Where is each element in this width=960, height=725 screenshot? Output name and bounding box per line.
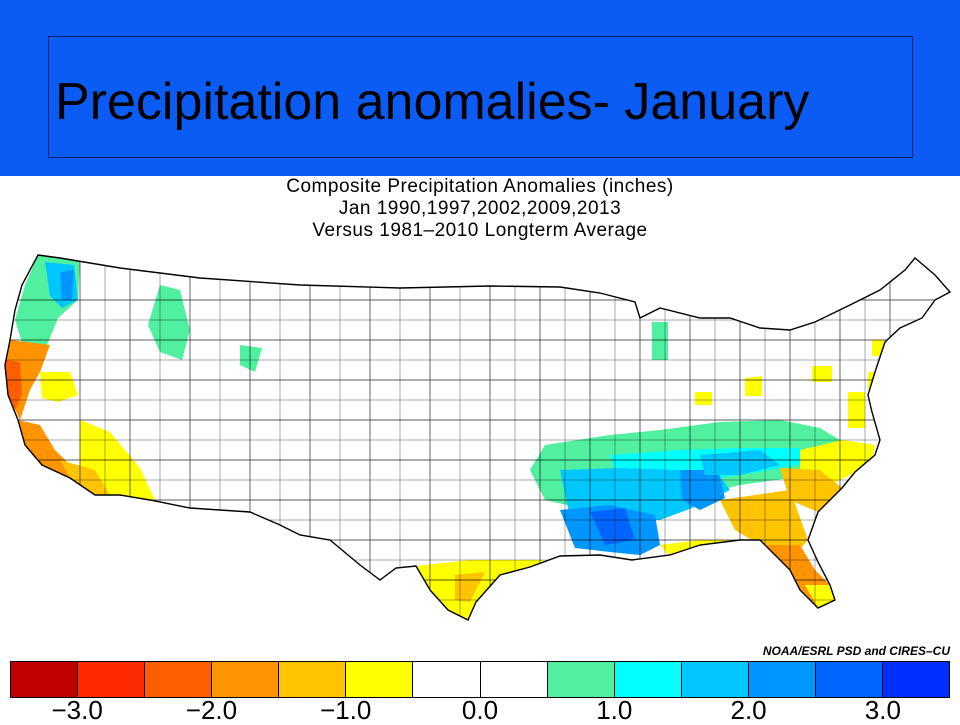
idaho-panhandle-wet-region bbox=[148, 285, 190, 360]
georgia-dry-region bbox=[720, 490, 808, 560]
mid-atlantic-dry-region bbox=[848, 392, 865, 428]
texas-coast-dry-region bbox=[416, 560, 545, 620]
colorbar-tick-label: −2.0 bbox=[185, 695, 238, 725]
delta-core-wet-region bbox=[590, 508, 635, 545]
colorbar-tick-label: 2.0 bbox=[730, 695, 767, 725]
colorbar-swatch bbox=[883, 662, 950, 697]
colorbar-swatch bbox=[11, 662, 79, 697]
pennsylvania-dry-region bbox=[812, 366, 832, 382]
maine-dry-region bbox=[872, 340, 884, 356]
colorbar-swatch bbox=[279, 662, 347, 697]
florida-keys-dry-region bbox=[805, 585, 835, 608]
colorbar-swatch bbox=[480, 662, 548, 697]
map-title-line-1: Composite Precipitation Anomalies (inche… bbox=[286, 176, 674, 197]
title-banner: Precipitation anomalies- January bbox=[0, 0, 960, 176]
colorbar-tick-label: 3.0 bbox=[864, 695, 901, 725]
colorbar-tick-label: −3.0 bbox=[51, 695, 103, 725]
ca-southcoast-dry-region bbox=[60, 460, 110, 495]
michigan-wet-region bbox=[652, 322, 668, 360]
colorbar-swatch bbox=[346, 662, 414, 697]
carolina-coast-dry-region bbox=[780, 468, 842, 512]
colorbar-swatch bbox=[681, 662, 749, 697]
colorbar-swatch bbox=[748, 662, 816, 697]
climate-division-borders bbox=[5, 255, 950, 620]
colorbar-swatch bbox=[145, 662, 213, 697]
colorbar bbox=[10, 661, 950, 698]
colorbar-swatch bbox=[815, 662, 884, 697]
indiana-dry-region bbox=[695, 392, 712, 405]
puget-sound-core-region bbox=[60, 270, 74, 300]
map-title-line-2: Jan 1990,1997,2002,2009,2013 bbox=[338, 198, 622, 219]
colorbar-tick-label: 0.0 bbox=[461, 695, 499, 725]
slide-title: Precipitation anomalies- January bbox=[55, 73, 810, 131]
data-credit: NOAA/ESRL PSD and CIRES–CU bbox=[762, 644, 950, 658]
colorbar-swatch bbox=[547, 662, 615, 697]
colorbar-swatch bbox=[413, 662, 481, 697]
map-title-line-3: Versus 1981–2010 Longterm Average bbox=[312, 220, 648, 241]
colorbar-swatch bbox=[212, 662, 280, 697]
colorbar-swatch bbox=[614, 662, 682, 697]
ca-sierra-dry-region bbox=[40, 372, 78, 402]
ohio-dry-region bbox=[745, 376, 762, 396]
colorbar-swatch bbox=[78, 662, 146, 697]
south-texas-dry-region bbox=[455, 572, 485, 602]
us-anomaly-map bbox=[4, 254, 951, 621]
colorbar-tick-label: −1.0 bbox=[320, 695, 372, 725]
montana-divide-wet-region bbox=[240, 345, 262, 372]
colorbar-tick-label: 1.0 bbox=[596, 695, 633, 725]
title-frame bbox=[48, 36, 913, 158]
